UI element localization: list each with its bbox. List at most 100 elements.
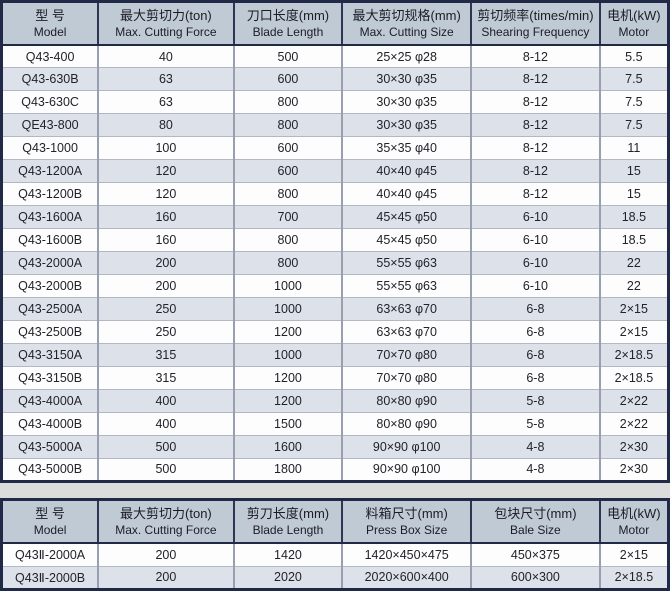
column-header-max-cutting-size: 最大剪切规格(mm) Max. Cutting Size [342,1,473,46]
cell-max-cutting-force: 80 [98,113,235,138]
table-row: Q43-2000A 200 800 55×55 φ63 6-10 22 [1,251,669,276]
cell-motor: 7.5 [599,90,669,115]
cell-max-cutting-size: 63×63 φ70 [342,320,473,345]
cell-model: Q43-2500A [1,297,100,322]
header-row: 型 号 Model 最大剪切力(ton) Max. Cutting Force … [1,1,669,46]
cell-max-cutting-force: 40 [98,45,235,69]
cell-blade-length: 700 [233,205,344,230]
cell-max-cutting-size: 70×70 φ80 [342,366,473,391]
cell-model: Q43-2000A [1,251,100,276]
cell-max-cutting-size: 30×30 φ35 [342,67,473,92]
cell-max-cutting-force: 200 [98,274,235,299]
cell-motor: 2×30 [619,462,648,477]
cell-max-cutting-size: 45×45 φ50 [342,228,473,253]
cell-shearing-frequency: 5-8 [471,389,601,413]
cell-model: Q43Ⅱ-2000B [1,566,100,589]
cell-shearing-frequency: 6-8 [471,366,601,391]
cell-max-cutting-size: 80×80 φ90 [342,389,473,413]
table-row: Q43Ⅱ-2000B 200 2020 2020×600×400 600×300 2×18… [1,566,669,589]
cell-shearing-frequency: 8-12 [471,90,601,115]
cell-blade-length: 1420 [233,543,344,567]
cell-model: Q43-2000B [1,274,100,299]
cell-max-cutting-force: 315 [98,366,235,391]
cell-shearing-frequency: 8-12 [471,182,601,207]
cell-bale-size: 450×375 [471,543,601,567]
cell-max-cutting-force: 315 [98,343,235,368]
cell-max-cutting-force: 500 [98,458,235,482]
cell-max-cutting-force: 200 [98,251,235,276]
cell-max-cutting-size: 30×30 φ35 [342,113,473,138]
cell-motor: 2×15 [599,320,669,345]
cell-max-cutting-force: 160 [98,205,235,230]
cell-max-cutting-force: 160 [98,228,235,253]
cell-max-cutting-size: 90×90 φ100 [342,458,473,482]
cell-motor: 2×18.5 [599,343,669,368]
cell-shearing-frequency: 8-12 [471,159,601,184]
column-header-blade-length: 刀口长度(mm) Blade Length [233,1,344,46]
cell-blade-length: 600 [233,159,344,184]
table-row: Q43-1200B 120 800 40×40 φ45 8-12 15 [1,182,669,207]
header-label-zh: 最大剪切力(ton) [120,506,212,521]
cell-max-cutting-size: 30×30 φ35 [342,90,473,115]
cell-shearing-frequency: 6-10 [471,228,601,253]
cell-max-cutting-force: 400 [98,389,235,413]
cell-max-cutting-size: 35×35 φ40 [342,136,473,161]
cell-shearing-frequency: 6-10 [471,251,601,276]
cell-max-cutting-size: 70×70 φ80 [342,343,473,368]
cell-model: Q43-630B [1,67,100,92]
header-label-zh: 最大剪切规格(mm) [352,8,461,23]
table-row: Q43-2500A 250 1000 63×63 φ70 6-8 2×15 [1,297,669,322]
cell-shearing-frequency: 4-8 [471,435,601,459]
cell-max-cutting-force: 250 [98,320,235,345]
cell-motor: 2×18.5 [614,570,654,584]
cell-blade-length: 800 [233,228,344,253]
cell-motor: 18.5 [599,228,669,253]
cell-max-cutting-size: 40×40 φ45 [342,159,473,184]
table-row: Q43-1600A 160 700 45×45 φ50 6-10 18.5 [1,205,669,230]
cell-max-cutting-size: 55×55 φ63 [342,251,473,276]
cell-max-cutting-size: 40×40 φ45 [342,182,473,207]
cell-max-cutting-force: 200 [98,543,235,567]
column-header-model: 型 号 Model [1,1,100,46]
cell-motor: 15 [599,182,669,207]
table-row: Q43-1600B 160 800 45×45 φ50 6-10 18.5 [1,228,669,253]
cell-shearing-frequency: 8-12 [471,136,601,161]
header-label-zh: 最大剪切力(ton) [120,8,212,23]
cell-bale-size: 600×300 [471,566,601,589]
cell-press-box-size: 2020×600×400 [342,566,473,589]
cell-press-box-size: 1420×450×475 [342,543,473,567]
table-row: Q43-4000A 400 1200 80×80 φ90 5-8 2×22 [1,389,669,413]
cell-motor: 22 [599,251,669,276]
header-label-zh: 刀口长度(mm) [246,8,330,23]
column-header-blade-length: 剪刀长度(mm) Blade Length [233,499,344,544]
column-header-bale-size: 包块尺寸(mm) Bale Size [471,499,601,544]
cell-model: Q43-400 [1,45,100,69]
cell-motor: 7.5 [599,67,669,92]
table-row: Q43-3150A 315 1000 70×70 φ80 6-8 2×18.5 [1,343,669,368]
spec-table-q43ii: 型 号 Model 最大剪切力(ton) Max. Cutting Force … [0,498,670,591]
table-row: Q43-4000B 400 1500 80×80 φ90 5-8 2×22 [1,412,669,436]
column-header-max-cutting-force: 最大剪切力(ton) Max. Cutting Force [98,499,235,544]
cell-shearing-frequency: 6-10 [471,205,601,230]
header-label-zh: 电机(kW) [607,8,661,23]
cell-max-cutting-size: 25×25 φ28 [342,45,473,69]
cell-motor: 2×30 [599,435,669,459]
cell-blade-length: 600 [233,67,344,92]
cell-shearing-frequency: 8-12 [471,113,601,138]
cell-motor: 2×22 [599,412,669,436]
header-label-en: Motor [618,25,650,39]
spec-table-q43: 型 号 Model 最大剪切力(ton) Max. Cutting Force … [0,0,670,483]
cell-max-cutting-size: 90×90 φ100 [342,435,473,459]
cell-blade-length: 1500 [233,412,344,436]
cell-max-cutting-force: 100 [98,136,235,161]
cell-blade-length: 800 [233,90,344,115]
header-label-en: Blade Length [252,25,324,39]
header-label-zh: 剪刀长度(mm) [246,506,330,521]
table-row: QE43-800 80 800 30×30 φ35 8-12 7.5 [1,113,669,138]
header-label-en: Shearing Frequency [481,25,590,39]
cell-model: QE43-800 [1,113,100,138]
cell-shearing-frequency: 5-8 [471,412,601,436]
cell-shearing-frequency: 8-12 [471,67,601,92]
header-row: 型 号 Model 最大剪切力(ton) Max. Cutting Force … [1,499,669,544]
cell-shearing-frequency: 6-8 [471,320,601,345]
